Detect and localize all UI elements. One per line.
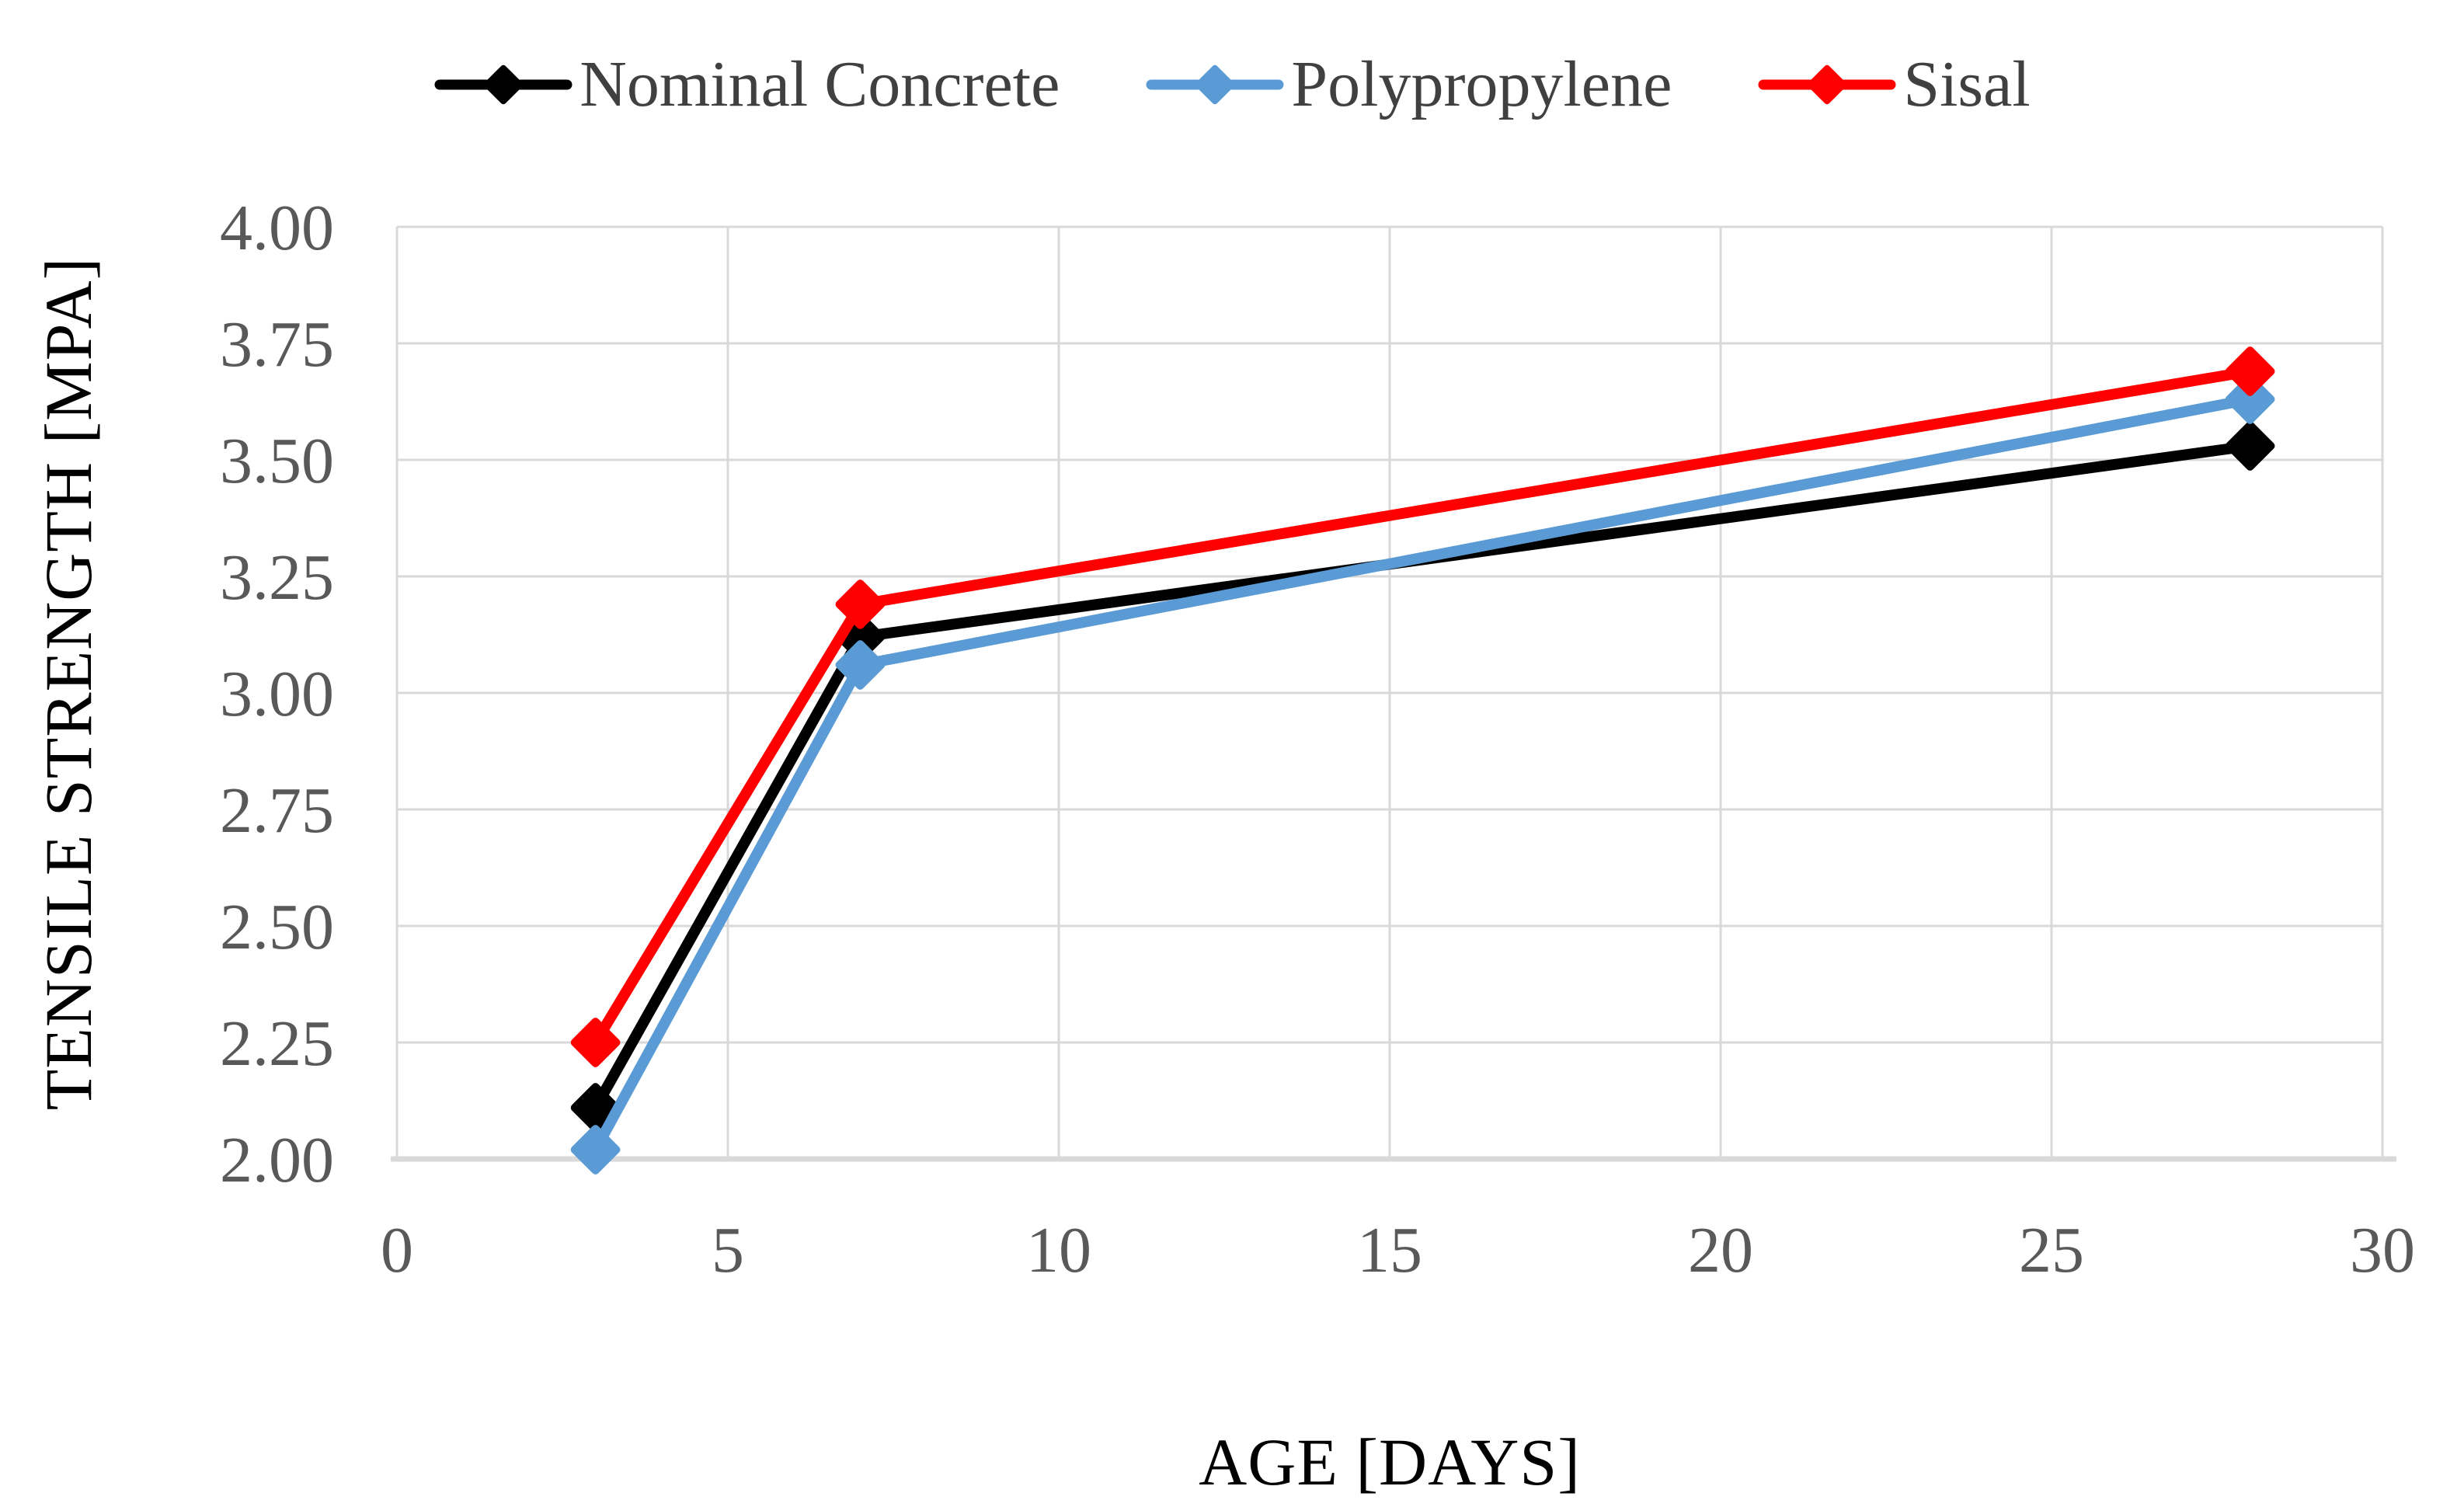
y-tick-label: 2.25 (220, 1008, 334, 1080)
legend-item-sisal: Sisal (1757, 48, 2031, 120)
legend-line-diamond-icon (1758, 64, 1896, 105)
data-point-nominal-concrete-day-28 (2225, 421, 2275, 471)
data-point-polypropylene-day-7 (835, 640, 886, 690)
y-tick-label: 3.50 (220, 425, 334, 497)
legend-diamond (484, 64, 524, 105)
y-tick-label: 2.50 (220, 891, 334, 963)
series-line-sisal (590, 366, 2256, 1048)
x-tick-label: 0 (381, 1214, 413, 1286)
data-point-sisal-day-7 (835, 579, 886, 629)
legend: Nominal Concrete Polypropylene Sisal (0, 26, 2464, 143)
legend-item-polypropylene: Polypropylene (1145, 52, 1672, 117)
y-tick-label: 3.75 (220, 308, 334, 381)
series-line-nominal-concrete (590, 440, 2256, 1113)
data-point-sisal-day-28 (2225, 346, 2275, 396)
data-point-polypropylene-day-28 (2225, 374, 2275, 424)
x-tick-label: 30 (2350, 1214, 2415, 1286)
x-axis-title: AGE [DAYS] (1199, 1425, 1581, 1499)
x-tick-label: 25 (2019, 1214, 2084, 1286)
x-tick-label: 15 (1357, 1214, 1422, 1286)
y-tick-label: 4.00 (220, 192, 334, 264)
y-tick-label: 3.00 (220, 658, 334, 730)
data-point-polypropylene-day-3 (570, 1125, 621, 1175)
x-tick-label: 10 (1026, 1214, 1091, 1286)
legend-label-polypropylene: Polypropylene (1291, 48, 1672, 120)
legend-line-diamond-icon (434, 64, 572, 105)
legend-diamond (1195, 64, 1235, 105)
data-point-sisal-day-3 (570, 1018, 621, 1067)
legend-label-sisal: Sisal (1903, 48, 2031, 120)
y-tick-label: 3.25 (220, 541, 334, 614)
legend-label-nominal-concrete: Nominal Concrete (579, 48, 1060, 120)
y-tick-label: 2.75 (220, 774, 334, 847)
legend-item-nominal-concrete: Nominal Concrete (433, 52, 1060, 117)
x-tick-label: 5 (712, 1214, 744, 1286)
legend-diamond (1808, 64, 1847, 105)
y-tick-label: 2.00 (220, 1124, 334, 1196)
x-tick-label: 20 (1688, 1214, 1753, 1286)
legend-line-diamond-icon (1146, 64, 1284, 105)
